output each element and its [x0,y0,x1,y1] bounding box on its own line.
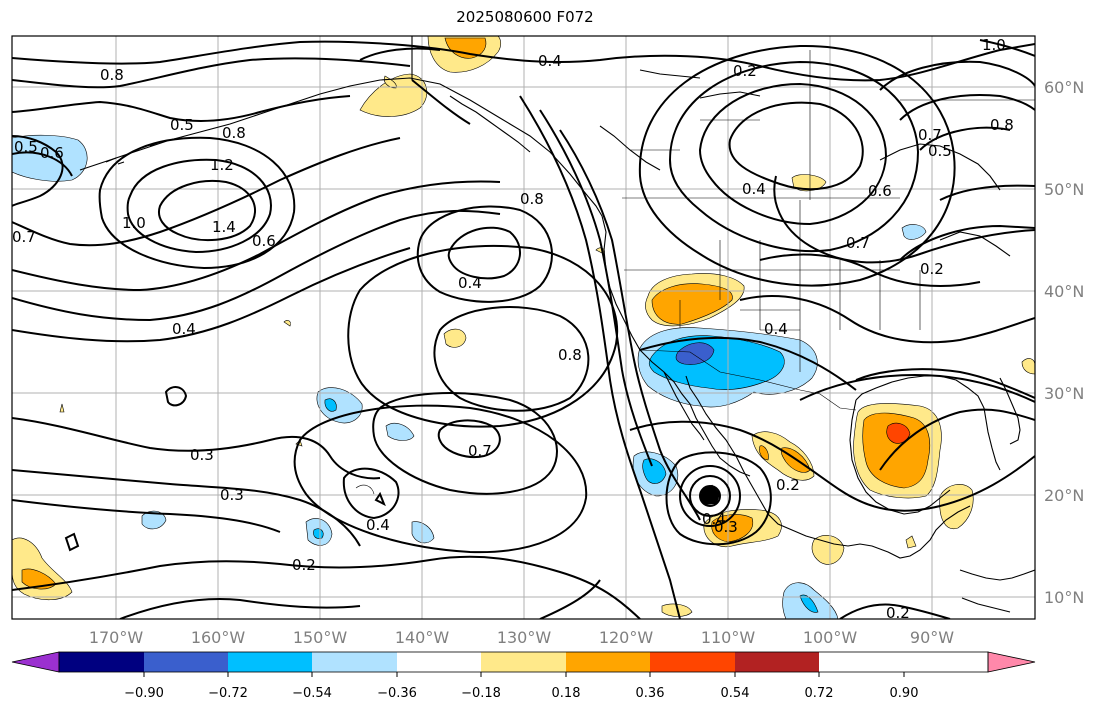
contour-label: 0.6 [40,144,64,162]
colorbar-segment [228,652,312,672]
lat-tick-label: 50°N [1044,180,1084,199]
plot-frame [11,35,1036,620]
contour-label: 0.6 [868,182,892,200]
contour-label: 0.2 [776,476,800,494]
contour-label: 0.8 [100,66,124,84]
contour-label: 0.7 [918,126,942,144]
contour-label: 1.2 [210,156,234,174]
contour-label: 0.4 [366,516,390,534]
lon-tick-label: 130°W [497,628,552,647]
contour-label: 0.2 [292,556,316,574]
colorbar-segment [312,652,397,672]
lat-tick-label: 10°N [1044,588,1084,607]
longitude-axis: 170°W 160°W 150°W 140°W 130°W 120°W 110°… [89,628,954,647]
contour-label: 0.5 [14,138,38,156]
contour-label: 0.3 [190,446,214,464]
contour-label: 0.4 [702,510,726,528]
colorbar-extend-low [11,651,60,673]
contour-label: 0.7 [468,442,492,460]
colorbar-segment [735,652,819,672]
colorbar-tick-label: −0.18 [461,686,501,701]
contour-label: 0.3 [714,518,738,536]
colorbar-tick-label: −0.90 [124,686,164,701]
lon-tick-label: 90°W [910,628,954,647]
contour-label: 0.5 [170,116,194,134]
lon-tick-label: 100°W [803,628,858,647]
colorbar-frame [58,651,989,673]
contour-label: 0.8 [520,190,544,208]
colorbar-segment [650,652,735,672]
lat-tick-label: 40°N [1044,282,1084,301]
colorbar-segment [566,652,650,672]
contour-lines [12,39,1035,619]
contour-label: 1.0 [982,36,1006,54]
contour-label: 1.4 [212,218,236,236]
contour-label: 0.4 [538,52,562,70]
contour-label: 0.6 [252,232,276,250]
contour-label: 0.5 [928,142,952,160]
lon-tick-label: 110°W [701,628,756,647]
colorbar-segment [144,652,228,672]
contour-label: 0.2 [920,260,944,278]
contour-label: 0.8 [990,116,1014,134]
colorbar-tick-label: 0.72 [805,686,834,701]
political-borders [622,50,1035,411]
colorbar-extend-high [987,651,1036,673]
contour-label: 0.4 [458,274,482,292]
lon-tick-label: 160°W [191,628,246,647]
colorbar-tick-label: −0.36 [377,686,417,701]
lat-tick-label: 30°N [1044,384,1084,403]
contour-label: 0.7 [846,234,870,252]
contour-label: 0.8 [558,346,582,364]
contour-label: 0.8 [222,124,246,142]
map-title: 2025080600 F072 [456,8,594,26]
lon-tick-label: 120°W [599,628,654,647]
contour-label: 0.2 [733,62,757,80]
contour-label: 0.7 [12,228,36,246]
colorbar-tick-label: 0.90 [890,686,919,701]
colorbar-tick-label: 0.54 [721,686,750,701]
colorbar-tick-label: 0.36 [636,686,665,701]
colorbar-tick-label: −0.54 [292,686,332,701]
contour-label: 1.0 [122,214,146,232]
contour-label: 0.2 [886,604,910,622]
contour-label: 0.3 [220,486,244,504]
anomaly-shading [12,36,1035,619]
latitude-axis: 60°N 50°N 40°N 30°N 20°N 10°N [1044,78,1084,607]
colorbar: −0.90 −0.72 −0.54 −0.36 −0.18 0.18 0.36 … [11,651,1036,701]
lat-tick-label: 60°N [1044,78,1084,97]
lon-tick-label: 170°W [89,628,144,647]
colorbar-segment [397,652,481,672]
colorbar-segment [481,652,566,672]
contour-label: 0.4 [172,320,196,338]
contour-label: 0.4 [764,320,788,338]
lon-tick-label: 140°W [395,628,450,647]
plot-content: 0.8 0.4 0.2 1.0 0.5 0.6 1.2 1.4 1.0 0.7 … [12,36,1035,622]
colorbar-segment [59,652,144,672]
contour-label-group: 0.8 0.4 0.2 1.0 0.5 0.6 1.2 1.4 1.0 0.7 … [12,36,1014,622]
lat-tick-label: 20°N [1044,486,1084,505]
colorbar-ticks [143,672,905,677]
colorbar-tick-label: 0.18 [552,686,581,701]
colorbar-tick-label: −0.72 [208,686,248,701]
lon-tick-label: 150°W [293,628,348,647]
contour-label: 0.4 [742,180,766,198]
